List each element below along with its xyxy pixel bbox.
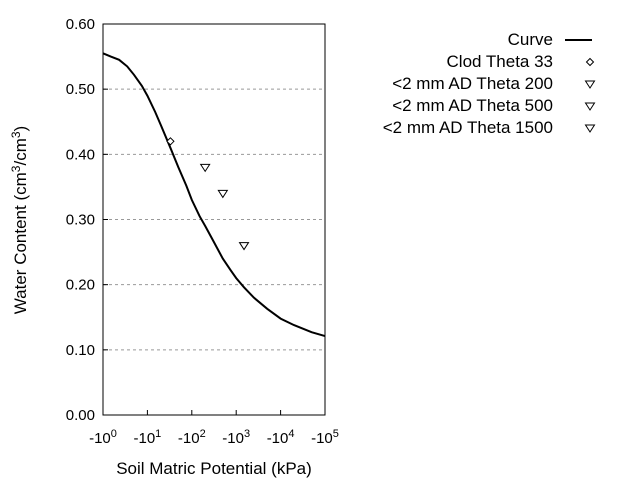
- legend-label: Clod Theta 33: [447, 52, 553, 71]
- legend-label: <2 mm AD Theta 1500: [383, 118, 553, 137]
- y-tick-label: 0.10: [66, 342, 95, 359]
- curve-line: [102, 52, 326, 338]
- legend-marker: [584, 102, 596, 111]
- legend-marker: [584, 124, 596, 133]
- y-tick-label: 0.60: [66, 16, 95, 33]
- grid-lines: [103, 88, 325, 351]
- x-axis: -100 -101 -102 -103 -104 -105: [89, 410, 339, 447]
- legend-label: Curve: [508, 30, 553, 49]
- data-point: [199, 163, 211, 173]
- data-points: [166, 137, 250, 251]
- legend-label: <2 mm AD Theta 500: [392, 96, 553, 115]
- x-tick-label: -100: [89, 428, 117, 447]
- legend-marker: [585, 57, 595, 67]
- x-tick-label: -105: [311, 428, 339, 447]
- x-tick-label: -104: [267, 428, 295, 447]
- x-tick-label: -103: [222, 428, 250, 447]
- legend: Curve Clod Theta 33 <2 mm AD Theta 200 <2 m…: [383, 30, 596, 137]
- x-axis-label: Soil Matric Potential (kPa): [116, 459, 312, 478]
- y-tick-label: 0.00: [66, 407, 95, 424]
- y-tick-label: 0.40: [66, 146, 95, 163]
- legend-label: <2 mm AD Theta 200: [392, 74, 553, 93]
- data-point: [238, 242, 250, 251]
- data-point: [166, 137, 175, 146]
- y-tick-label: 0.30: [66, 212, 95, 229]
- x-tick-label: -102: [178, 428, 206, 447]
- y-axis: 0.00 0.10 0.20 0.30 0.40 0.50 0.60: [66, 16, 108, 424]
- curve-layer: [102, 52, 326, 338]
- x-tick-label: -101: [133, 428, 161, 447]
- legend-marker: [584, 80, 596, 89]
- y-tick-label: 0.20: [66, 277, 95, 294]
- data-point: [217, 189, 229, 199]
- y-axis-label: Water Content (cm3/cm3): [9, 126, 30, 314]
- y-tick-label: 0.50: [66, 81, 95, 98]
